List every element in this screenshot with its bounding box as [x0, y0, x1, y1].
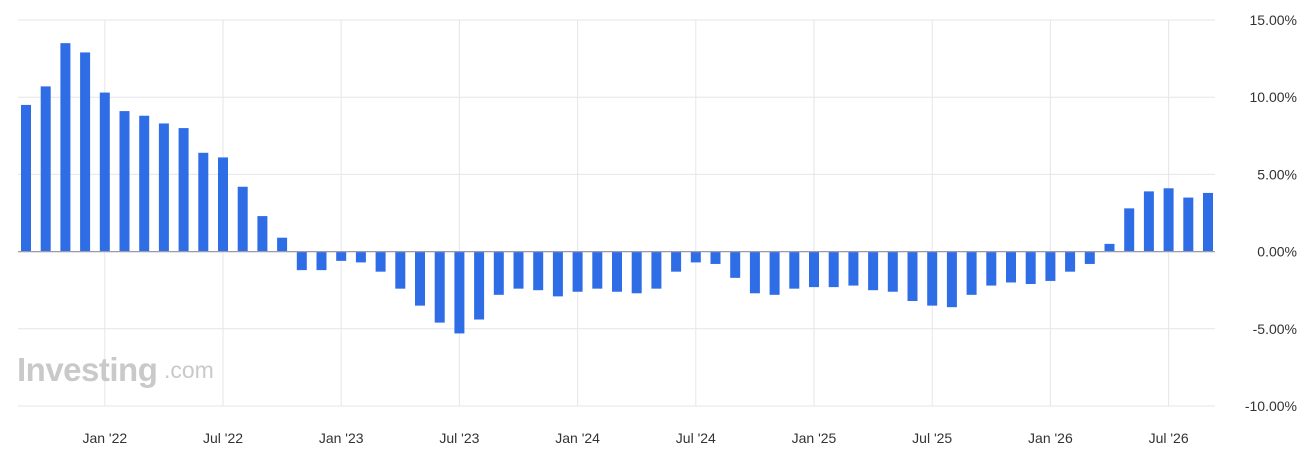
bar[interactable]: [296, 251, 307, 271]
x-tick-label: Jan '25: [792, 430, 837, 446]
bar[interactable]: [809, 251, 819, 288]
bar[interactable]: [1006, 251, 1016, 283]
bar[interactable]: [316, 251, 327, 271]
x-tick-label: Jul '24: [676, 430, 716, 446]
bar[interactable]: [218, 157, 228, 252]
bar[interactable]: [848, 251, 859, 286]
bar[interactable]: [434, 251, 445, 323]
bar[interactable]: [1104, 243, 1115, 252]
bar[interactable]: [60, 43, 71, 252]
bar[interactable]: [789, 251, 800, 289]
y-tick-label: 5.00%: [1257, 166, 1297, 182]
bar[interactable]: [493, 251, 504, 295]
x-tick-label: Jan '24: [555, 430, 600, 446]
y-tick-label: -5.00%: [1253, 321, 1297, 337]
bar[interactable]: [158, 123, 169, 252]
bar[interactable]: [375, 251, 386, 272]
bar[interactable]: [1143, 191, 1154, 252]
bar-series: [21, 43, 1213, 334]
bar[interactable]: [1183, 197, 1194, 252]
bar[interactable]: [592, 251, 603, 289]
bar[interactable]: [454, 251, 465, 334]
y-tick-label: -10.00%: [1245, 398, 1297, 414]
bar[interactable]: [533, 251, 544, 291]
x-tick-label: Jul '23: [439, 430, 479, 446]
bar[interactable]: [336, 251, 347, 261]
vertical-gridlines: [104, 20, 1170, 406]
bar[interactable]: [1025, 251, 1036, 285]
bar[interactable]: [651, 251, 662, 289]
bar[interactable]: [1203, 192, 1213, 252]
x-tick-label: Jan '23: [319, 430, 364, 446]
bar[interactable]: [1084, 251, 1095, 264]
bar[interactable]: [749, 251, 760, 294]
bar[interactable]: [730, 251, 741, 278]
y-tick-label: 15.00%: [1250, 12, 1297, 28]
bar[interactable]: [927, 251, 938, 306]
bar[interactable]: [21, 104, 31, 252]
investing-watermark: Investing .com: [17, 351, 214, 388]
bar[interactable]: [415, 251, 425, 306]
x-tick-label: Jan '22: [82, 430, 127, 446]
x-axis-tick-labels: Jan '22 Jul '22 Jan '23 Jul '23 Jan '24 Jul '…: [82, 430, 1188, 446]
watermark-suffix: .com: [164, 357, 214, 383]
bar[interactable]: [828, 251, 839, 288]
bar[interactable]: [513, 251, 524, 289]
horizontal-gridlines: [18, 19, 1215, 407]
bar[interactable]: [395, 251, 406, 289]
bar[interactable]: [99, 92, 110, 252]
bar[interactable]: [552, 251, 563, 297]
x-tick-label: Jul '25: [912, 430, 952, 446]
y-tick-label: 10.00%: [1250, 89, 1297, 105]
bar[interactable]: [277, 237, 288, 252]
bar[interactable]: [355, 251, 366, 263]
bar[interactable]: [1045, 251, 1056, 281]
bar[interactable]: [690, 251, 701, 263]
bar[interactable]: [119, 111, 130, 252]
bar[interactable]: [769, 251, 780, 295]
bar[interactable]: [40, 86, 51, 252]
bar[interactable]: [139, 115, 150, 252]
bar[interactable]: [868, 251, 879, 291]
bar[interactable]: [907, 251, 918, 302]
bar[interactable]: [887, 251, 898, 292]
bar[interactable]: [986, 251, 997, 286]
bar[interactable]: [710, 251, 721, 264]
bar[interactable]: [631, 251, 642, 294]
y-axis-tick-labels: 15.00% 10.00% 5.00% 0.00% -5.00% -10.00%: [1245, 12, 1297, 414]
x-tick-label: Jul '22: [203, 430, 243, 446]
watermark-brand: Investing: [17, 351, 157, 388]
bar[interactable]: [671, 251, 682, 272]
bar[interactable]: [612, 251, 622, 292]
bar[interactable]: [966, 251, 977, 295]
bar[interactable]: [257, 216, 268, 252]
bar[interactable]: [178, 128, 189, 252]
y-tick-label: 0.00%: [1257, 244, 1297, 260]
bar[interactable]: [1163, 188, 1174, 252]
x-tick-label: Jan '26: [1028, 430, 1073, 446]
bar[interactable]: [474, 251, 485, 320]
x-tick-label: Jul '26: [1149, 430, 1189, 446]
bar[interactable]: [946, 251, 957, 308]
bar[interactable]: [198, 152, 209, 252]
bar[interactable]: [572, 251, 583, 292]
bar[interactable]: [1065, 251, 1076, 272]
bar[interactable]: [1124, 208, 1135, 252]
bar[interactable]: [237, 186, 248, 252]
bar[interactable]: [80, 52, 91, 252]
